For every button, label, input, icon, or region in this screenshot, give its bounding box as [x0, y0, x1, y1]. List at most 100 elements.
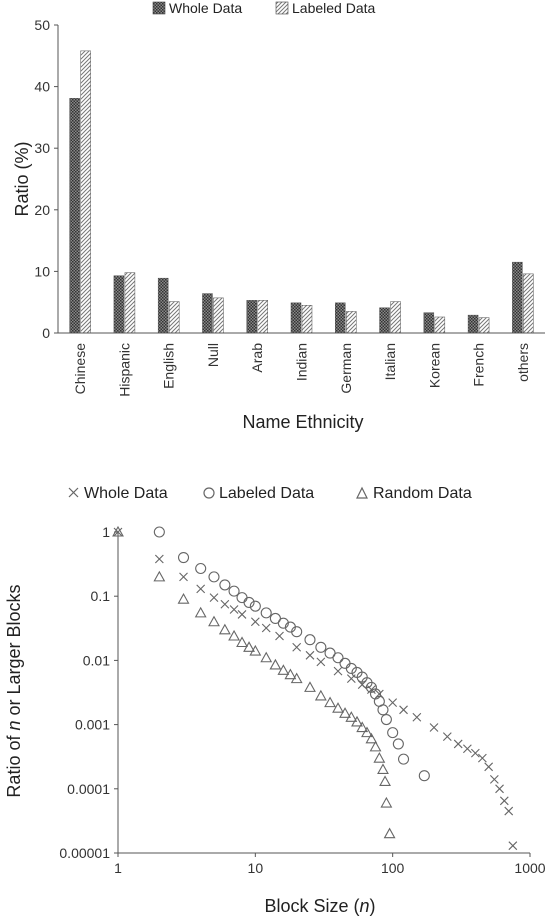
- bar-labeled-data-korean: [434, 316, 446, 334]
- y-tick-label: 0: [42, 325, 50, 341]
- bar-labeled-data-chinese: [80, 50, 91, 334]
- x-axis-title-part1: Block Size (: [264, 896, 359, 916]
- y-tick-label: 1: [102, 524, 110, 540]
- point-random-data: [373, 752, 386, 763]
- legend-marker-whole-data: [68, 487, 79, 498]
- y-tick-label: 50: [34, 17, 50, 33]
- point-whole-data: [209, 593, 219, 603]
- point-whole-data: [250, 617, 260, 627]
- point-random-data: [290, 672, 303, 684]
- point-labeled-data: [397, 753, 410, 765]
- x-axis-title-n: n: [360, 896, 370, 916]
- point-whole-data: [484, 762, 494, 772]
- point-labeled-data: [153, 526, 165, 538]
- point-labeled-data: [339, 657, 351, 669]
- y-tick-label: 0.1: [91, 588, 111, 604]
- point-random-data: [228, 629, 240, 641]
- bar-whole-data-null: [202, 293, 213, 334]
- point-whole-data: [499, 796, 509, 806]
- x-category-label: Arab: [249, 343, 265, 373]
- point-labeled-data: [219, 579, 231, 591]
- bar-labeled-data-indian: [301, 305, 313, 334]
- point-random-data: [369, 740, 382, 752]
- y-tick-label: 40: [34, 79, 50, 95]
- point-whole-data: [429, 723, 439, 732]
- point-random-data: [260, 651, 273, 663]
- point-labeled-data: [332, 652, 344, 664]
- legend-label-labeled-data: Labeled Data: [219, 485, 314, 502]
- y-tick-label: 20: [34, 202, 50, 218]
- point-random-data: [243, 641, 255, 652]
- x-tick-label: 10: [248, 860, 264, 876]
- bar-whole-data-korean: [423, 312, 435, 334]
- point-whole-data: [113, 527, 123, 537]
- legend-label-labeled-data: Labeled Data: [292, 0, 376, 16]
- point-labeled-data: [195, 562, 207, 575]
- y-axis-title-part2: or Larger Blocks: [4, 584, 24, 720]
- point-whole-data: [399, 705, 408, 715]
- bar-labeled-data-others: [523, 273, 534, 334]
- x-tick-label: 1000: [514, 860, 545, 876]
- point-labeled-data: [365, 681, 377, 693]
- point-whole-data: [477, 753, 487, 763]
- x-category-label: Null: [205, 343, 221, 367]
- point-labeled-data: [345, 662, 357, 674]
- point-random-data: [194, 606, 207, 618]
- point-whole-data: [275, 631, 284, 641]
- point-random-data: [153, 570, 166, 582]
- point-whole-data: [462, 744, 472, 754]
- bar-whole-data-french: [467, 314, 479, 334]
- legend-swatch-labeled-data: [275, 1, 289, 15]
- bar-whole-data-others: [512, 261, 523, 334]
- point-random-data: [356, 721, 369, 733]
- bar-labeled-data-null: [213, 297, 224, 334]
- point-whole-data: [179, 572, 188, 582]
- y-tick-label: 0.01: [83, 652, 110, 668]
- x-category-label: Hispanic: [116, 343, 132, 397]
- point-random-data: [304, 681, 316, 692]
- y-tick-label: 0.00001: [59, 845, 110, 861]
- point-whole-data: [412, 712, 422, 722]
- point-labeled-data: [277, 617, 289, 629]
- point-whole-data: [470, 748, 480, 758]
- point-whole-data: [504, 806, 514, 816]
- x-category-label: German: [338, 343, 354, 394]
- legend: Whole Data Labeled Data Random Data: [68, 485, 472, 502]
- point-whole-data: [292, 642, 302, 652]
- x-category-label: Chinese: [72, 343, 88, 395]
- point-random-data: [218, 623, 231, 635]
- point-whole-data: [316, 657, 326, 667]
- legend: Whole Data Labeled Data: [152, 0, 376, 16]
- bar-labeled-data-english: [168, 301, 180, 334]
- point-labeled-data: [228, 585, 240, 597]
- x-category-label: others: [515, 343, 531, 382]
- point-labeled-data: [387, 727, 399, 739]
- bar-whole-data-german: [335, 302, 346, 334]
- x-axis-title: Block Size (n): [264, 896, 375, 916]
- x-axis-title: Name Ethnicity: [242, 412, 363, 432]
- point-random-data: [314, 689, 327, 701]
- point-labeled-data: [392, 738, 404, 750]
- y-tick-label: 0.0001: [67, 781, 110, 797]
- point-whole-data: [261, 623, 271, 633]
- x-tick-label: 100: [381, 860, 405, 876]
- point-labeled-data: [236, 592, 248, 604]
- point-random-data: [208, 615, 220, 627]
- point-random-data: [339, 707, 351, 718]
- y-axis-title: Ratio of n or Larger Blocks: [4, 584, 24, 797]
- point-random-data: [332, 702, 344, 713]
- point-whole-data: [305, 650, 315, 660]
- bar-whole-data-hispanic: [113, 275, 125, 334]
- point-random-data: [112, 525, 124, 537]
- point-whole-data: [495, 784, 504, 794]
- y-axis-title-n: n: [4, 721, 24, 731]
- point-random-data: [177, 593, 190, 604]
- point-whole-data: [508, 841, 518, 851]
- point-labeled-data: [315, 641, 327, 653]
- point-random-data: [284, 668, 297, 680]
- bar-whole-data-indian: [290, 302, 302, 334]
- point-random-data: [351, 715, 363, 727]
- point-whole-data: [442, 732, 452, 741]
- legend-label-whole-data: Whole Data: [84, 485, 168, 502]
- point-whole-data: [154, 554, 164, 564]
